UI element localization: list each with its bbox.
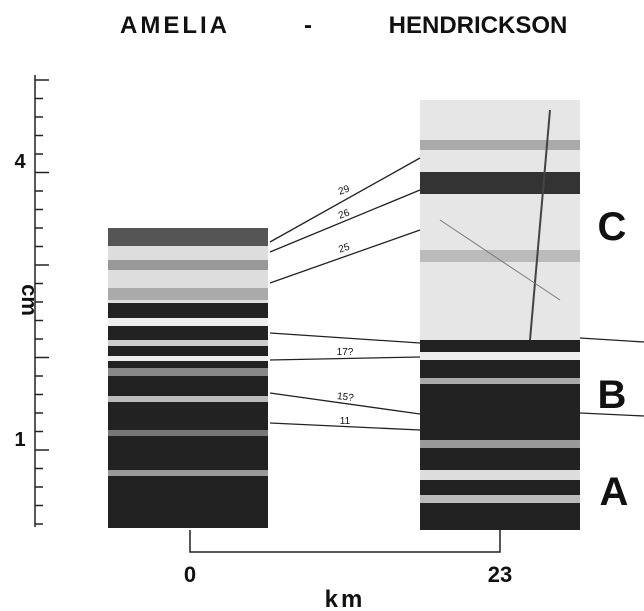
correlation-label: 25 (337, 242, 351, 256)
scale-tick-label: 4 (14, 151, 26, 173)
site-distance: 23 (488, 562, 512, 587)
correlation-label: 15? (336, 391, 354, 404)
title-right: HENDRICKSON (389, 12, 568, 39)
title-left: AMELIA (120, 12, 230, 39)
zone-label: A (600, 470, 629, 514)
site-distance: 0 (184, 562, 196, 587)
correlation-label: 29 (337, 183, 352, 197)
distance-label: km (325, 586, 366, 611)
zone-label: B (598, 373, 627, 417)
scale-bar (34, 75, 49, 527)
correlation-lines (269, 157, 644, 431)
distance-bracket (189, 530, 501, 553)
hendrickson-core (420, 100, 580, 530)
zone-label: C (598, 205, 627, 249)
amelia-core (108, 228, 268, 528)
title-separator: - (304, 12, 312, 39)
correlation-label: 26 (337, 207, 352, 221)
correlation-label: 11 (340, 416, 351, 427)
scale-label: cm (17, 284, 42, 316)
scale-tick-label: 1 (14, 429, 25, 451)
correlation-label: 17? (337, 347, 354, 358)
